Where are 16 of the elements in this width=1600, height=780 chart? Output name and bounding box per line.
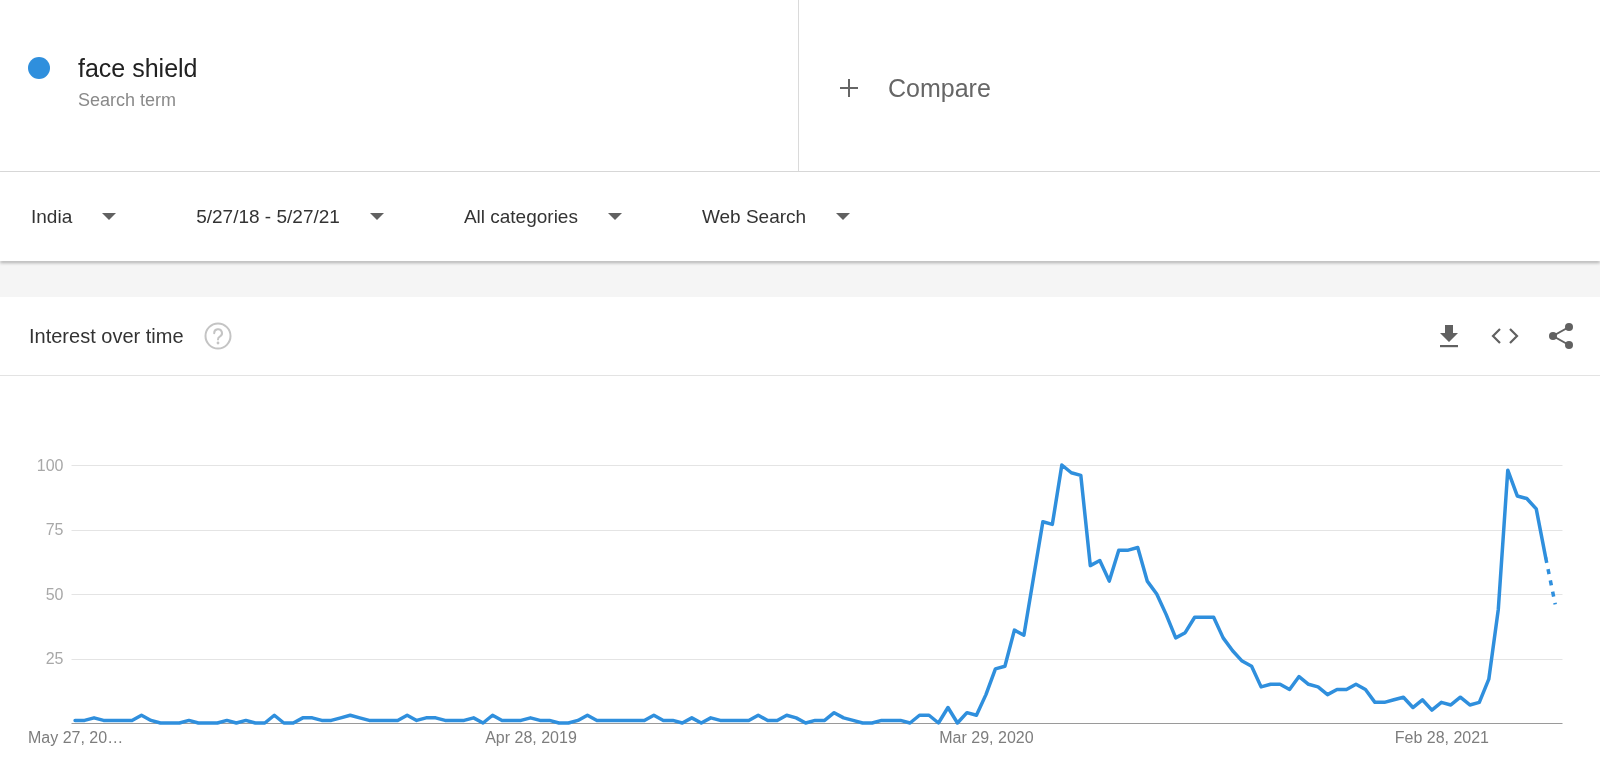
chart-title: Interest over time — [29, 324, 184, 349]
text: Compare — [888, 73, 991, 104]
x-tick-label: Apr 28, 2019 — [485, 728, 577, 746]
y-tick-label: 75 — [45, 521, 64, 538]
text: Search term — [78, 89, 177, 111]
x-tick-label: May 27, 20… — [27, 728, 124, 746]
y-tick-label: 50 — [45, 585, 64, 603]
legend-label: face shield — [78, 53, 198, 84]
y-tick-label: 100 — [36, 456, 64, 474]
y-tick-label: 25 — [45, 650, 64, 667]
text: 5/27/18 - 5/27/21 — [196, 204, 340, 229]
text: Web Search — [701, 204, 807, 229]
text: All categories — [463, 204, 578, 229]
text: India — [31, 204, 73, 229]
x-tick-label: Mar 29, 2020 — [939, 728, 1034, 746]
x-tick-label: Feb 28, 2021 — [1394, 728, 1490, 746]
